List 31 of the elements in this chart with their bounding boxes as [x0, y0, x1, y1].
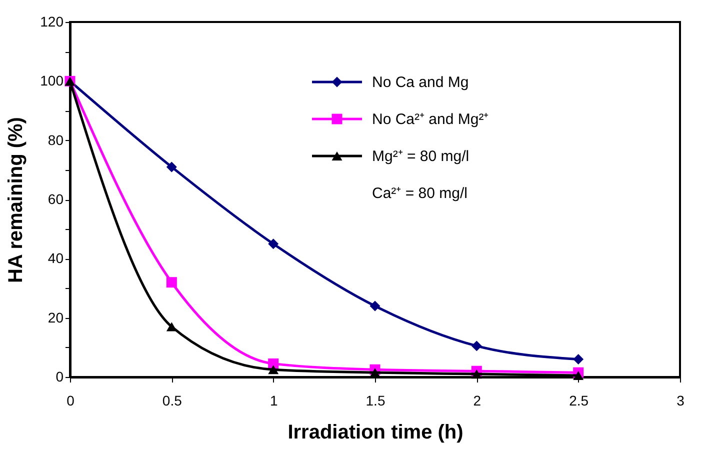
point [573, 354, 584, 364]
x-axis-title: Irradiation time (h) [288, 422, 464, 444]
point [471, 340, 482, 352]
point [166, 162, 177, 172]
point [471, 370, 482, 379]
legend-label: No Ca²⁺ and Mg²⁺ [372, 111, 489, 128]
y-tick-label: 60 [48, 191, 64, 207]
annotation: Ca²⁺ = 80 mg/l [372, 185, 468, 202]
x-tick-label: 1 [270, 392, 278, 408]
x-tick-label: 0.5 [162, 392, 182, 408]
x-tick-label: 0 [66, 392, 75, 408]
legend-label: No Ca and Mg [372, 74, 469, 91]
point [370, 368, 380, 378]
point [166, 277, 177, 288]
y-axis-title: HA remaining (%) [5, 117, 28, 283]
x-tick-label: 2 [473, 392, 482, 408]
point [166, 322, 177, 332]
legend-label: Mg²⁺ = 80 mg/l [372, 148, 470, 165]
x-tick-label: 2.5 [569, 392, 589, 408]
y-tick-label: 80 [48, 132, 64, 148]
point [268, 238, 279, 250]
point [268, 365, 279, 374]
y-tick-label: 40 [48, 250, 64, 266]
point [370, 300, 380, 312]
point [573, 370, 584, 380]
y-tick-label: 20 [48, 309, 64, 326]
y-tick-label: 120 [40, 14, 64, 30]
y-tick-label: 0 [56, 368, 64, 384]
y-tick-label: 100 [40, 72, 64, 89]
x-tick-label: 1.5 [366, 392, 386, 408]
x-tick-label: 3 [676, 392, 685, 408]
